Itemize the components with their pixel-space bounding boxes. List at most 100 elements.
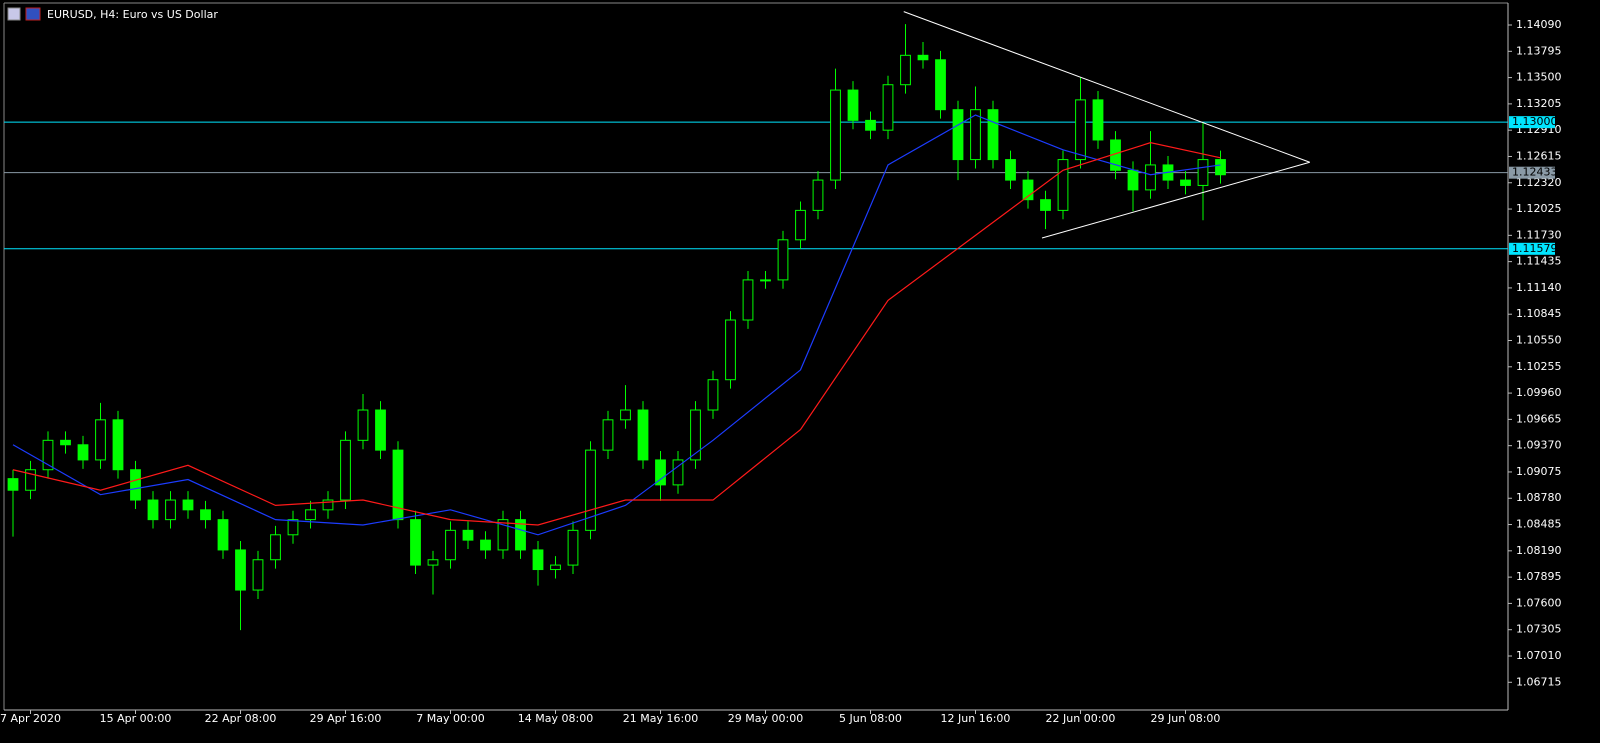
y-tick-label: 1.09960 <box>1516 386 1562 399</box>
candle-body <box>1022 179 1034 201</box>
candle-body <box>112 419 124 471</box>
y-tick-label: 1.10845 <box>1516 307 1562 320</box>
y-tick-label: 1.11140 <box>1516 281 1562 294</box>
candle-body <box>567 529 579 566</box>
candle-body <box>585 449 596 531</box>
y-tick-label: 1.12025 <box>1516 202 1562 215</box>
y-tick-label: 1.10550 <box>1516 334 1562 347</box>
level-label: 1.12433 <box>1512 166 1558 179</box>
y-tick-label: 1.07010 <box>1516 649 1562 662</box>
candle-body <box>1215 159 1226 176</box>
y-tick-label: 1.08780 <box>1516 491 1562 504</box>
candle-body <box>357 409 369 441</box>
candle-body <box>305 509 316 521</box>
candle-body <box>7 478 19 491</box>
candle-body <box>690 409 701 461</box>
candle-body <box>1197 159 1209 186</box>
candle-body <box>987 109 999 161</box>
candle-body <box>602 419 614 451</box>
candle-body <box>322 499 334 511</box>
candle-body <box>217 519 229 551</box>
x-tick-label: 29 Apr 16:00 <box>310 712 382 725</box>
candle-body <box>830 89 841 181</box>
moving-average <box>12 142 1221 526</box>
candle-body <box>42 439 54 471</box>
candle-body <box>427 559 439 566</box>
y-tick-label: 1.08190 <box>1516 544 1562 557</box>
candle-body <box>725 319 736 381</box>
candle-body <box>200 509 211 521</box>
candle-body <box>252 559 264 591</box>
candle-body <box>637 409 649 461</box>
y-tick-label: 1.11730 <box>1516 228 1562 241</box>
level-label-box <box>1509 166 1555 179</box>
x-tick-label: 14 May 08:00 <box>518 712 593 725</box>
x-tick-label: 12 Jun 16:00 <box>941 712 1011 725</box>
candle-body <box>392 449 404 521</box>
candle-body <box>1040 199 1051 211</box>
y-tick-label: 1.08485 <box>1516 518 1562 531</box>
x-tick-label: 7 Apr 2020 <box>0 712 61 725</box>
candle-body <box>147 499 159 521</box>
x-tick-label: 22 Jun 00:00 <box>1046 712 1116 725</box>
x-tick-label: 29 Jun 08:00 <box>1151 712 1221 725</box>
candle-body <box>1180 179 1191 186</box>
candle-body <box>655 459 666 486</box>
y-tick-label: 1.13205 <box>1516 97 1562 110</box>
candle-body <box>130 469 141 501</box>
x-tick-label: 5 Jun 08:00 <box>839 712 902 725</box>
x-tick-label: 22 Apr 08:00 <box>205 712 277 725</box>
flag-icon <box>25 7 41 21</box>
candle-body <box>882 84 894 131</box>
y-tick-label: 1.07895 <box>1516 570 1562 583</box>
candle-body <box>707 379 719 411</box>
candle-body <box>532 549 544 571</box>
candle-body <box>847 89 859 121</box>
candle-body <box>935 59 946 111</box>
candle-body <box>1145 164 1156 191</box>
y-tick-label: 1.13795 <box>1516 44 1562 57</box>
candle-body <box>1075 99 1086 161</box>
candle-body <box>672 459 684 486</box>
candle-body <box>77 444 89 461</box>
candle-body <box>760 279 771 282</box>
x-tick-label: 15 Apr 00:00 <box>100 712 172 725</box>
candle-body <box>410 519 421 566</box>
level-label: 1.13000 <box>1512 115 1558 128</box>
level-label-box <box>1509 242 1555 255</box>
y-tick-label: 1.09075 <box>1516 465 1562 478</box>
y-tick-label: 1.12615 <box>1516 149 1562 162</box>
candle-body <box>480 539 491 551</box>
y-tick-label: 1.06715 <box>1516 675 1562 688</box>
candle-body <box>340 439 351 501</box>
candle-body <box>550 564 561 571</box>
candle-body <box>1057 159 1069 211</box>
x-tick-label: 7 May 00:00 <box>416 712 484 725</box>
candle-body <box>970 109 981 161</box>
candle-body <box>900 54 911 86</box>
y-tick-label: 1.09370 <box>1516 439 1562 452</box>
y-tick-label: 1.11435 <box>1516 255 1562 268</box>
y-tick-label: 1.10255 <box>1516 360 1562 373</box>
trendline <box>1041 161 1310 239</box>
chart-title: EURUSD, H4: Euro vs US Dollar <box>47 8 218 21</box>
moving-average <box>12 114 1221 536</box>
candle-body <box>182 499 194 511</box>
candle-body <box>620 409 631 421</box>
candle-body <box>25 469 36 491</box>
y-tick-label: 1.12320 <box>1516 176 1562 189</box>
candle-body <box>917 54 929 61</box>
candle-body <box>795 209 806 241</box>
candle-body <box>865 119 876 131</box>
candle-body <box>777 239 789 281</box>
candle-body <box>812 179 824 211</box>
y-tick-label: 1.13500 <box>1516 71 1562 84</box>
level-label-box <box>1509 116 1555 129</box>
y-tick-label: 1.09665 <box>1516 412 1562 425</box>
candle-body <box>1127 169 1139 191</box>
candle-body <box>445 529 456 561</box>
candle-body <box>95 419 106 461</box>
x-tick-label: 21 May 16:00 <box>623 712 698 725</box>
